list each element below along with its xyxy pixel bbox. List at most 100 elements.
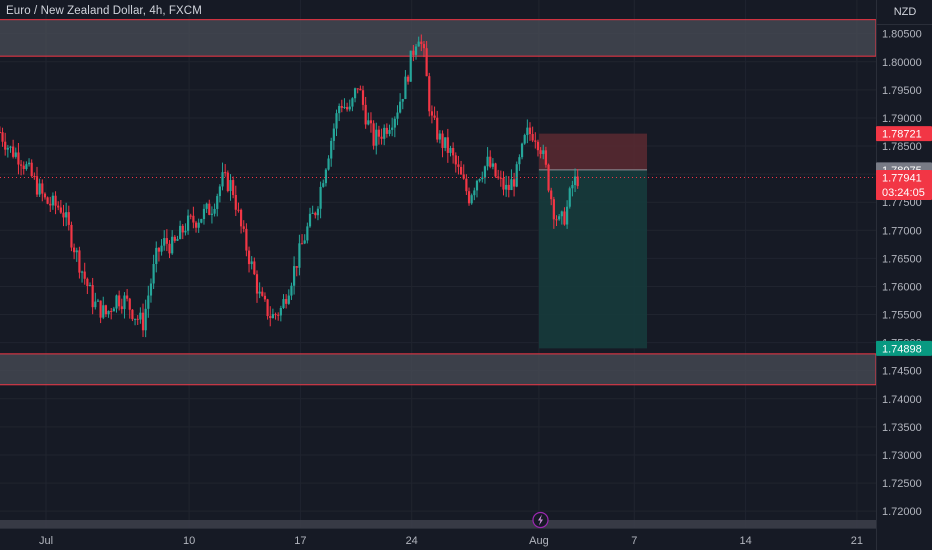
countdown-label: 03:24:05: [882, 187, 925, 199]
support-zone: [0, 353, 877, 386]
price-tag-green: [876, 340, 932, 356]
candle-body: [266, 299, 269, 317]
price-tick-label: 1.80500: [882, 29, 922, 41]
price-tag-label: 1.77941: [882, 172, 922, 184]
candle-body: [202, 208, 206, 220]
candle-body: [526, 127, 529, 136]
candle-body: [62, 212, 65, 218]
candle-body: [361, 90, 365, 105]
candle-body: [412, 50, 415, 55]
price-tick-label: 1.75500: [882, 310, 922, 322]
candle-body: [308, 213, 312, 227]
candle-body: [507, 184, 510, 191]
candle-body: [367, 120, 370, 125]
candle-body: [534, 140, 537, 142]
candle-body: [197, 222, 200, 228]
candle-body: [348, 106, 351, 110]
candle-body: [17, 152, 20, 165]
price-tag-label: 1.78721: [882, 129, 922, 141]
timeline-strip: [0, 520, 876, 528]
candle-body: [224, 172, 227, 174]
candle-body: [409, 50, 412, 82]
candle-body: [303, 240, 306, 244]
candle-body: [218, 186, 221, 197]
time-tick-label: 10: [183, 535, 195, 547]
timeline-bar: [0, 511, 876, 529]
candle-body: [314, 212, 317, 216]
candle-body: [107, 310, 110, 315]
candle-body: [205, 203, 208, 209]
currency-label[interactable]: NZD: [876, 0, 932, 25]
candle-body: [420, 41, 423, 45]
candle-body: [385, 127, 388, 134]
candle-body: [573, 176, 577, 186]
price-tick-label: 1.78500: [882, 141, 922, 153]
time-axis[interactable]: Jul 10 17 24 Aug 7 14 21: [0, 528, 876, 550]
candle-body: [155, 247, 158, 265]
time-tick-label: 7: [631, 535, 637, 547]
candle-body: [9, 146, 12, 148]
candle-body: [422, 44, 426, 49]
candle-body: [179, 225, 182, 240]
candle-body: [163, 238, 166, 246]
candle-body: [102, 305, 105, 318]
candle-body: [552, 199, 555, 220]
candle-body: [110, 310, 113, 312]
price-tick-label: 1.73500: [882, 422, 922, 434]
candle-body: [226, 172, 229, 192]
candle-body: [319, 186, 322, 209]
candle-body: [544, 150, 547, 165]
candle-body: [128, 298, 131, 310]
candle-body: [539, 150, 542, 154]
candle-body: [152, 264, 155, 284]
candle-body: [520, 143, 524, 158]
candle-body: [528, 127, 532, 135]
candle-body: [30, 162, 33, 177]
candle-body: [353, 88, 357, 99]
candle-body: [290, 285, 293, 296]
candle-body: [550, 190, 553, 200]
candle-body: [250, 261, 253, 265]
price-tick-label: 1.76000: [882, 281, 922, 293]
candle-body: [194, 222, 198, 228]
candle-body: [234, 194, 237, 210]
candle-body: [327, 158, 330, 170]
candle-body: [298, 243, 301, 268]
candle-body: [115, 295, 118, 309]
candle-body: [414, 46, 418, 55]
candle-body: [141, 312, 145, 331]
time-tick-label: 21: [851, 535, 863, 547]
candle-body: [311, 212, 314, 214]
time-tick-label: 17: [294, 535, 306, 547]
candle-body: [478, 179, 481, 181]
price-tick-label: 1.80000: [882, 57, 922, 69]
candle-body: [35, 176, 39, 195]
candle-body: [282, 299, 285, 308]
candle-body: [19, 164, 23, 166]
candle-body: [364, 104, 367, 125]
candle-body: [192, 215, 195, 223]
candle-body: [536, 141, 540, 151]
price-tick-label: 1.74500: [882, 366, 922, 378]
candle-body: [200, 219, 203, 223]
candle-body: [54, 195, 57, 206]
candle-body: [136, 318, 139, 320]
candle-body: [322, 183, 325, 187]
candle-body: [438, 133, 441, 140]
candle-body: [59, 207, 62, 213]
candle-body: [237, 209, 240, 211]
price-axis[interactable]: 1.805001.800001.795001.790001.785001.780…: [876, 0, 932, 550]
candle-body: [88, 285, 92, 287]
candle-body: [57, 205, 60, 208]
candle-body: [560, 211, 563, 217]
candle-body: [181, 225, 184, 233]
candle-body: [324, 169, 328, 184]
short-position-tool[interactable]: [538, 133, 648, 349]
candle-body: [433, 115, 436, 118]
price-axis-background: [876, 0, 932, 550]
candle-body: [441, 133, 444, 148]
time-tick-label: 14: [739, 535, 751, 547]
candle-body: [494, 163, 497, 177]
candle-body: [14, 152, 17, 157]
